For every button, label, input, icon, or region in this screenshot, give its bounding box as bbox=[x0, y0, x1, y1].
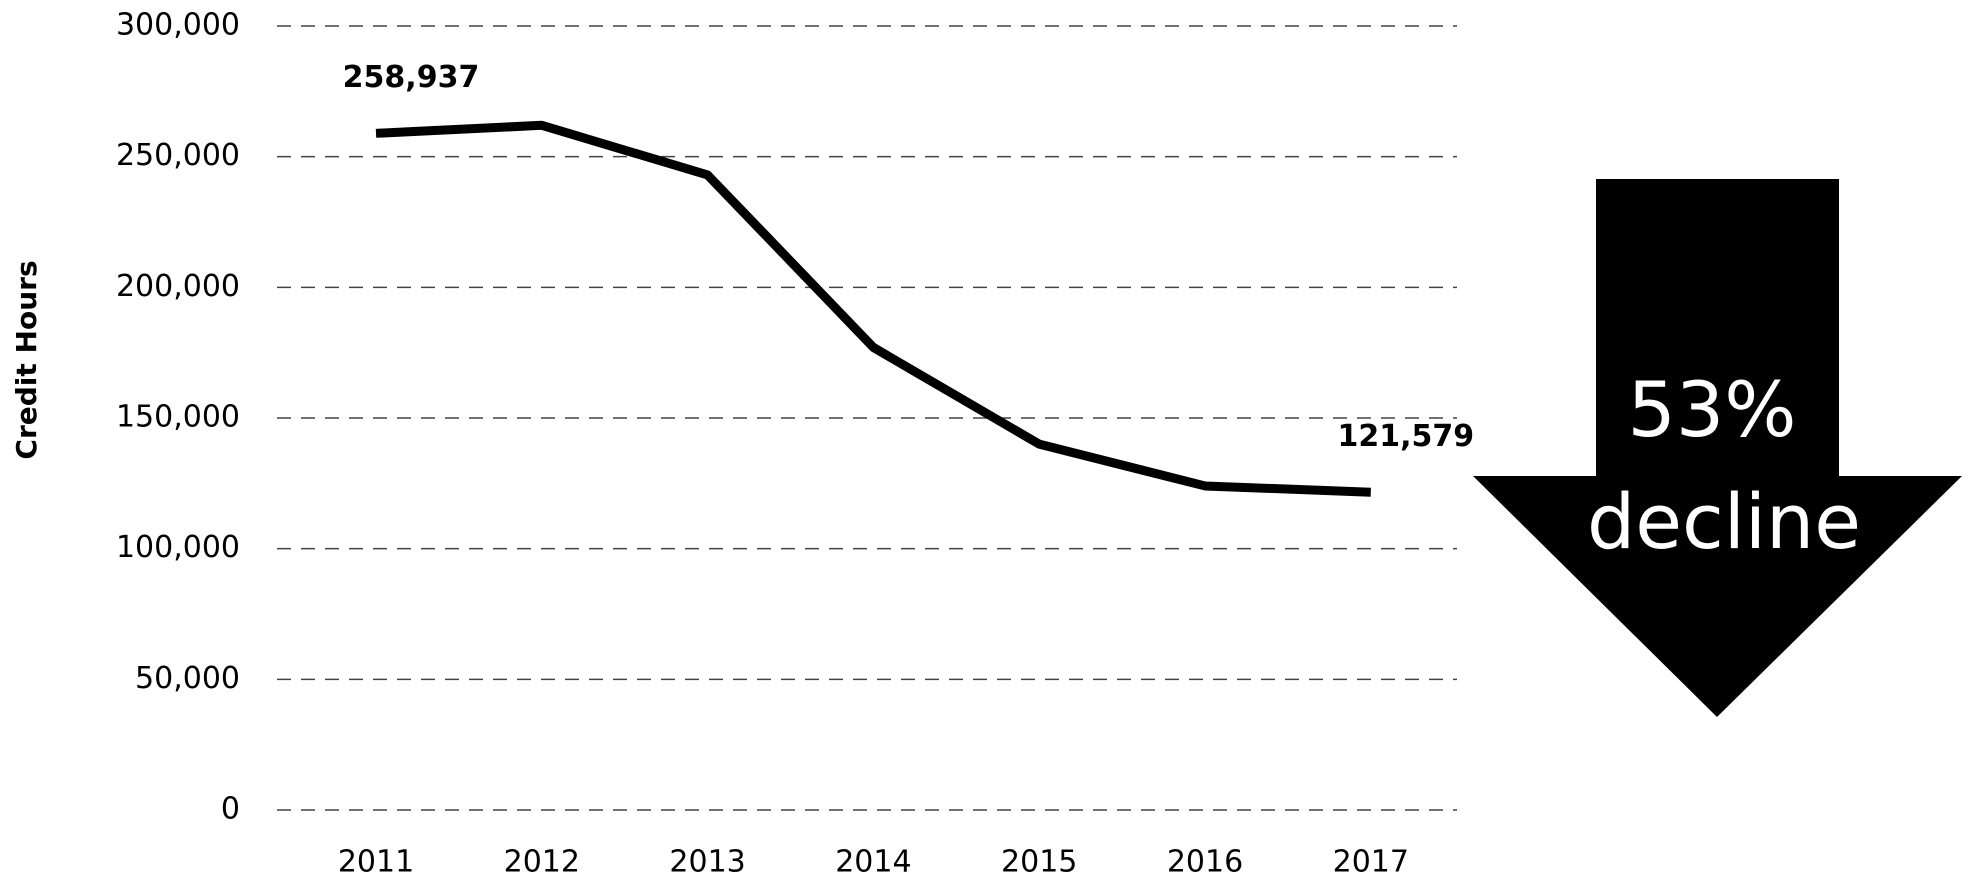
y-tick-label: 300,000 bbox=[116, 8, 240, 43]
x-tick-label: 2012 bbox=[504, 845, 580, 877]
data-label: 121,579 bbox=[1337, 419, 1474, 454]
y-tick-label: 150,000 bbox=[116, 400, 240, 435]
y-tick-label: 50,000 bbox=[135, 661, 240, 696]
x-tick-label: 2016 bbox=[1167, 845, 1243, 877]
y-tick-label: 100,000 bbox=[116, 530, 240, 565]
x-tick-label: 2015 bbox=[1001, 845, 1077, 877]
x-tick-label: 2011 bbox=[338, 845, 414, 877]
data-line bbox=[375, 120, 1371, 497]
y-tick-label: 200,000 bbox=[116, 269, 240, 304]
x-tick-label: 2013 bbox=[669, 845, 745, 877]
data-label: 258,937 bbox=[343, 60, 480, 95]
x-tick-label: 2017 bbox=[1333, 845, 1409, 877]
annotation-line: 53% bbox=[1628, 365, 1797, 454]
y-tick-label: 0 bbox=[221, 792, 240, 827]
decline-arrow: 53% decline bbox=[1473, 179, 1962, 717]
x-tick-label: 2014 bbox=[835, 845, 911, 877]
y-tick-label: 250,000 bbox=[116, 138, 240, 173]
arrow-shape bbox=[1473, 179, 1962, 717]
annotation-line: decline bbox=[1587, 477, 1861, 566]
y-axis-title: Credit Hours bbox=[10, 260, 43, 459]
